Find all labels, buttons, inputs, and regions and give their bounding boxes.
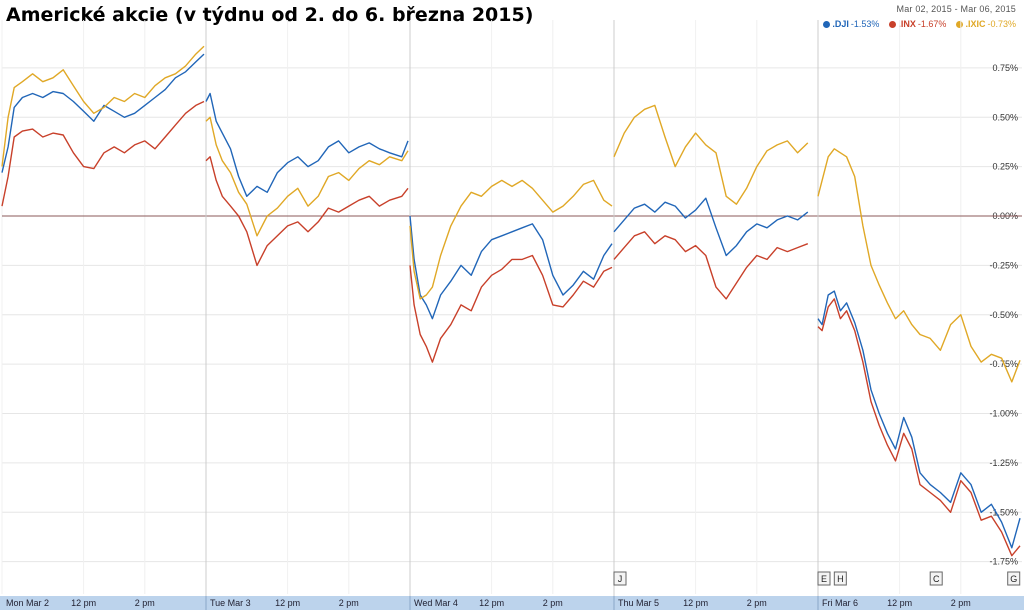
x-tick-label: Tue Mar 3	[210, 598, 251, 608]
x-tick-label: Wed Mar 4	[414, 598, 458, 608]
event-flag-label: C	[933, 574, 940, 584]
series-line-ixic	[614, 105, 808, 204]
event-flag-label: J	[618, 574, 623, 584]
x-tick-label: 2 pm	[135, 598, 155, 608]
y-tick-label: -1.25%	[989, 458, 1018, 468]
x-tick-label: 12 pm	[71, 598, 96, 608]
series-line-inx	[206, 157, 408, 266]
series-line-dji	[410, 216, 612, 319]
x-tick-label: 2 pm	[747, 598, 767, 608]
y-tick-label: -0.25%	[989, 260, 1018, 270]
event-flag-label: E	[821, 574, 827, 584]
y-tick-label: 0.75%	[992, 63, 1018, 73]
x-tick-label: 12 pm	[479, 598, 504, 608]
x-tick-label: 2 pm	[339, 598, 359, 608]
event-flag-label: H	[837, 574, 844, 584]
x-tick-label: Thu Mar 5	[618, 598, 659, 608]
x-tick-label: Mon Mar 2	[6, 598, 49, 608]
x-tick-label: 2 pm	[951, 598, 971, 608]
series-line-dji	[614, 198, 808, 255]
series-line-ixic	[206, 117, 408, 236]
y-tick-label: 0.50%	[992, 112, 1018, 122]
series-line-inx	[410, 256, 612, 363]
y-tick-label: -0.50%	[989, 310, 1018, 320]
y-tick-label: 0.25%	[992, 162, 1018, 172]
x-tick-label: 2 pm	[543, 598, 563, 608]
x-tick-label: 12 pm	[683, 598, 708, 608]
series-line-dji	[206, 94, 408, 197]
series-line-inx	[818, 299, 1020, 556]
x-tick-label: 12 pm	[275, 598, 300, 608]
x-tick-label: Fri Mar 6	[822, 598, 858, 608]
event-flag-label: G	[1010, 574, 1017, 584]
x-tick-label: 12 pm	[887, 598, 912, 608]
series-line-ixic	[410, 180, 612, 299]
y-tick-label: -1.00%	[989, 409, 1018, 419]
y-tick-label: -1.75%	[989, 557, 1018, 567]
